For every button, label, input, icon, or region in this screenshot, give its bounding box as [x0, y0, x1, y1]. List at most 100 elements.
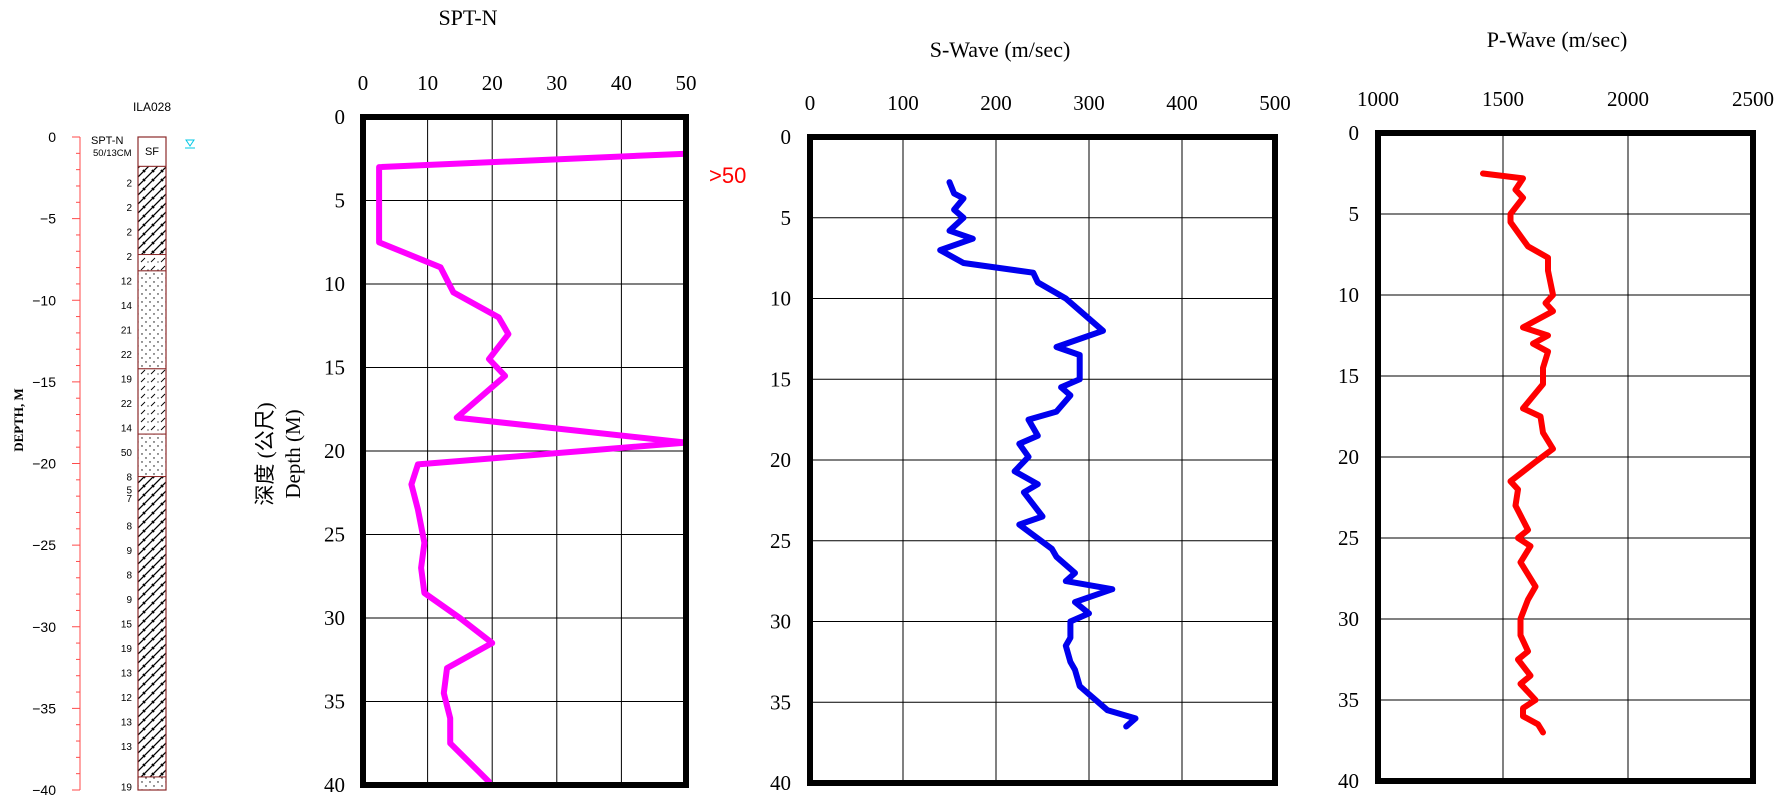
surface-code: SF: [145, 146, 159, 158]
spt-ylabel-zh: 深度 (公尺): [253, 402, 277, 505]
pwave-x-tick-label: 1000: [1357, 87, 1399, 111]
spt-x-tick-label: 0: [358, 71, 369, 95]
pwave-chart-title: P-Wave (m/sec): [1487, 27, 1628, 52]
spt-y-tick-label: 30: [324, 606, 345, 630]
water-table-icon: [185, 139, 195, 147]
log-spt-sample-value: 13: [121, 668, 133, 679]
swave-y-tick-label: 5: [781, 206, 792, 230]
swave-y-tick-label: 15: [770, 367, 791, 391]
swave-y-tick-label: 0: [781, 125, 792, 149]
log-depth-tick-label: −10: [32, 292, 56, 308]
borehole-log: ILA028 DEPTH, M SPT-N 50/13CM 0 −5 −10 −15 −…: [11, 100, 195, 798]
pwave-y-tick-label: 15: [1338, 364, 1359, 388]
log-spt-sample-value: 2: [126, 179, 132, 190]
log-spt-sample-value: 21: [121, 326, 133, 337]
swave-y-tick-label: 40: [770, 771, 791, 795]
spt-series-line: [376, 150, 689, 785]
spt-chart-title: SPT-N: [438, 5, 497, 30]
spt-n-chart: SPT-N 深度 (公尺) Depth (M) 0 10 20 30 40 50 0 5 10 1…: [253, 5, 746, 797]
depth-axis-label: DEPTH, M: [11, 388, 26, 452]
log-spt-sample-value: 12: [121, 277, 133, 288]
log-soil-column: [137, 136, 167, 791]
pwave-y-tick-label: 10: [1338, 283, 1359, 307]
spt-y-tick-label: 25: [324, 523, 345, 547]
swave-series-line: [937, 179, 1139, 730]
pwave-plot-frame: [1375, 130, 1756, 784]
log-spt-sample-value: 22: [121, 399, 133, 410]
spt-x-tick-label: 30: [546, 71, 567, 95]
log-spt-sample-value: 2: [126, 252, 132, 263]
swave-y-tick-label: 25: [770, 529, 791, 553]
log-spt-sample-value: 50: [121, 448, 133, 459]
log-spt-sample-value: 13: [121, 717, 133, 728]
swave-x-tick-label: 200: [980, 91, 1012, 115]
spt-y-tick-label: 10: [324, 272, 345, 296]
log-spt-sample-value: 2: [126, 203, 132, 214]
swave-y-tick-label: 30: [770, 610, 791, 634]
pwave-x-tick-label: 2000: [1607, 87, 1649, 111]
swave-x-tick-label: 400: [1166, 91, 1198, 115]
log-spt-sample-value: 19: [121, 644, 133, 655]
pwave-y-tick-label: 40: [1338, 769, 1359, 793]
spt-plot-frame: [360, 114, 689, 788]
spt-x-tick-label: 20: [482, 71, 503, 95]
spt-y-tick-label: 5: [335, 189, 346, 213]
log-soil-layer: [137, 368, 167, 435]
swave-x-tick-label: 100: [887, 91, 919, 115]
spt-gt50-annotation: >50: [709, 163, 746, 188]
log-spt-sample-value: 2: [126, 228, 132, 239]
log-soil-layer: [137, 776, 167, 791]
log-depth-tick-label: −40: [32, 782, 56, 798]
log-spt-sample-value: 12: [121, 693, 133, 704]
spt-y-tick-label: 40: [324, 773, 345, 797]
log-spt-samples: 2222121421221922145085789891519131213131…: [121, 179, 133, 794]
pwave-y-tick-label: 0: [1349, 121, 1360, 145]
pwave-x-tick-label: 2500: [1732, 87, 1774, 111]
swave-x-tick-label: 300: [1073, 91, 1105, 115]
log-spt-sample-value: 13: [121, 742, 133, 753]
log-spt-sample-value: 5: [126, 486, 132, 497]
log-depth-tick-label: −35: [32, 700, 56, 716]
log-spt-sample-value: 8: [126, 522, 132, 533]
log-spt-sample-value: 8: [126, 571, 132, 582]
spt-y-tick-label: 15: [324, 356, 345, 380]
log-spt-sample-value: 22: [121, 350, 133, 361]
pwave-y-tick-label: 25: [1338, 526, 1359, 550]
s-wave-chart: S-Wave (m/sec) 0 100 200 300 400 500 0 5 10 15 20 2…: [770, 37, 1291, 795]
pwave-y-tick-label: 5: [1349, 202, 1360, 226]
spt-x-tick-label: 40: [611, 71, 632, 95]
log-soil-layer: [137, 476, 167, 778]
spt-y-tick-label: 35: [324, 690, 345, 714]
log-depth-tick-label: −15: [32, 374, 56, 390]
log-spt-sample-value: 7: [126, 494, 132, 505]
log-depth-tick-label: −20: [32, 456, 56, 472]
spt-y-tick-label: 0: [335, 105, 346, 129]
swave-y-tick-label: 35: [770, 690, 791, 714]
swave-y-tick-label: 10: [770, 287, 791, 311]
pwave-y-tick-label: 20: [1338, 445, 1359, 469]
log-depth-tick-label: −30: [32, 619, 56, 635]
pwave-series-line: [1480, 170, 1556, 736]
swave-chart-title: S-Wave (m/sec): [930, 37, 1071, 62]
spt-x-tick-label: 10: [417, 71, 438, 95]
log-depth-tick-label: −25: [32, 537, 56, 553]
spt-header-value: 50/13CM: [93, 148, 132, 159]
pwave-y-tick-label: 35: [1338, 688, 1359, 712]
log-depth-tick-label: 0: [48, 129, 56, 145]
log-spt-sample-value: 9: [126, 546, 132, 557]
spt-header: SPT-N: [91, 135, 123, 147]
log-spt-sample-value: 19: [121, 375, 133, 386]
spt-ylabel: Depth (M): [281, 409, 305, 498]
log-spt-sample-value: 9: [126, 595, 132, 606]
spt-y-tick-label: 20: [324, 439, 345, 463]
log-spt-sample-value: 14: [121, 301, 133, 312]
log-soil-layer: [137, 270, 167, 370]
pwave-x-tick-label: 1500: [1482, 87, 1524, 111]
log-depth-axis: 0 −5 −10 −15 −20 −25 −30 −35 −40: [32, 129, 81, 798]
log-soil-layer: [137, 254, 167, 272]
swave-y-tick-label: 20: [770, 448, 791, 472]
swave-x-tick-label: 0: [805, 91, 816, 115]
log-depth-tick-label: −5: [40, 211, 56, 227]
swave-plot-frame: [807, 134, 1278, 786]
